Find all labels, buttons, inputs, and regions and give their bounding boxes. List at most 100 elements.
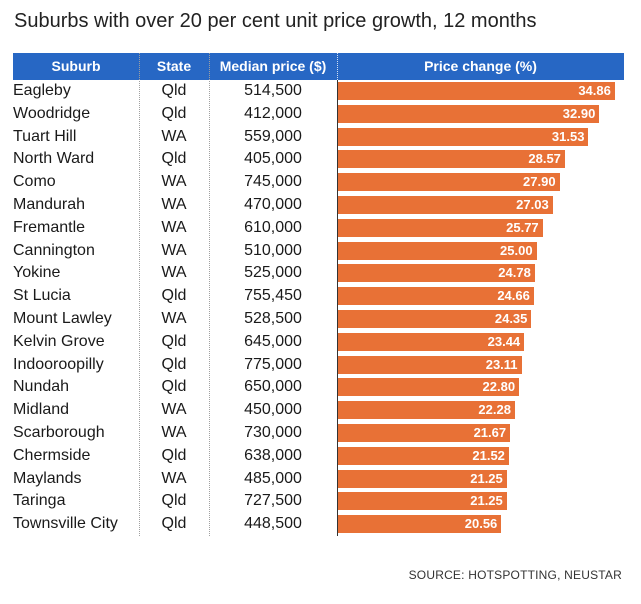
header-price-change: Price change (%) — [424, 58, 537, 74]
table-row: Mount Lawley WA 528,500 24.35 — [13, 308, 624, 331]
state-cell: Qld — [161, 82, 187, 99]
suburb-cell: Midland — [13, 401, 70, 419]
state-cell: Qld — [161, 446, 187, 464]
price-change-label: 21.25 — [470, 470, 503, 486]
table-row: St Lucia Qld 755,450 24.66 — [13, 285, 624, 308]
table-row: Nundah Qld 650,000 22.80 — [13, 376, 624, 399]
median-price-cell: 727,500 — [244, 492, 302, 510]
table-row: Midland WA 450,000 22.28 — [13, 399, 624, 422]
median-price-cell: 485,000 — [244, 469, 302, 487]
state-cell: Qld — [161, 150, 187, 168]
price-change-label: 27.03 — [516, 197, 549, 212]
median-price-cell: 510,000 — [244, 241, 302, 259]
price-change-bar — [338, 469, 507, 488]
table-row: Maylands WA 485,000 21.25 — [13, 468, 624, 491]
suburb-cell: Scarborough — [13, 424, 105, 441]
median-price-cell: 745,000 — [244, 173, 302, 191]
state-cell: WA — [161, 424, 187, 441]
column-divider-state — [209, 53, 210, 536]
price-change-bar — [338, 218, 543, 237]
median-price-cell: 559,000 — [244, 127, 302, 145]
price-change-bar — [338, 264, 535, 283]
price-change-bar — [338, 104, 600, 123]
state-cell: WA — [161, 264, 187, 282]
median-price-cell: 525,000 — [244, 264, 302, 282]
column-divider-suburb — [139, 53, 140, 536]
suburb-cell: Fremantle — [13, 218, 86, 236]
state-cell: WA — [161, 469, 187, 487]
table-row: Kelvin Grove Qld 645,000 23.44 — [13, 331, 624, 354]
table-row: Indooroopilly Qld 775,000 23.11 — [13, 354, 624, 377]
median-price-cell: 638,000 — [244, 446, 302, 464]
price-change-bar — [338, 173, 560, 192]
price-change-bar — [338, 196, 553, 214]
median-price-cell: 755,450 — [244, 287, 302, 305]
median-price-cell: 448,500 — [244, 515, 302, 533]
price-change-label: 34.86 — [578, 83, 611, 98]
price-change-bar — [338, 492, 507, 511]
table-row: North Ward Qld 405,000 28.57 — [13, 148, 624, 171]
header-suburb: Suburb — [51, 58, 101, 74]
suburb-cell: Eagleby — [13, 82, 71, 99]
price-change-label: 23.44 — [487, 333, 521, 349]
price-change-bar — [338, 515, 502, 534]
table-row: Taringa Qld 727,500 21.25 — [13, 490, 624, 513]
state-cell: Qld — [161, 378, 187, 396]
header-state: State — [156, 58, 192, 74]
table-row: Townsville City Qld 448,500 20.56 — [13, 513, 624, 536]
table-row: Chermside Qld 638,000 21.52 — [13, 445, 624, 468]
price-change-label: 24.78 — [498, 265, 531, 281]
price-change-label: 22.80 — [482, 379, 516, 395]
state-cell: WA — [161, 127, 187, 145]
suburb-cell: Como — [13, 173, 56, 191]
price-change-label: 24.66 — [497, 288, 530, 304]
price-change-label: 21.67 — [473, 425, 507, 440]
suburb-cell: Maylands — [13, 469, 82, 487]
state-cell: WA — [161, 196, 187, 213]
price-change-label: 21.52 — [472, 447, 505, 463]
price-change-bar — [338, 355, 522, 374]
chart-title: Suburbs with over 20 per cent unit price… — [14, 10, 537, 32]
state-cell: Qld — [161, 355, 187, 373]
price-change-label: 25.00 — [500, 242, 533, 258]
table-row: Yokine WA 525,000 24.78 — [13, 262, 624, 285]
suburb-cell: North Ward — [13, 150, 95, 168]
state-cell: Qld — [161, 515, 187, 533]
median-price-cell: 514,500 — [244, 82, 302, 99]
state-cell: WA — [161, 401, 187, 419]
price-change-bar — [338, 332, 525, 351]
price-change-label: 31.53 — [551, 128, 585, 144]
table-row: Tuart Hill WA 559,000 31.53 — [13, 126, 624, 149]
median-price-cell: 775,000 — [244, 355, 302, 373]
price-change-bar — [338, 378, 520, 397]
state-cell: WA — [161, 241, 187, 259]
source-note: SOURCE: HOTSPOTTING, NEUSTAR — [408, 568, 622, 582]
suburb-cell: St Lucia — [13, 287, 71, 305]
price-change-bar — [338, 310, 532, 328]
price-change-label: 23.11 — [485, 356, 518, 372]
price-change-label: 25.77 — [506, 219, 539, 235]
table-row: Woodridge Qld 412,000 32.90 — [13, 103, 624, 126]
suburb-cell: Kelvin Grove — [13, 332, 105, 350]
table-row: Cannington WA 510,000 25.00 — [13, 240, 624, 263]
state-cell: WA — [161, 310, 187, 327]
suburb-cell: Tuart Hill — [13, 127, 77, 145]
state-cell: WA — [161, 173, 187, 191]
median-price-cell: 405,000 — [244, 150, 302, 168]
table-row: Scarborough WA 730,000 21.67 — [13, 422, 624, 445]
table-row: Fremantle WA 610,000 25.77 — [13, 217, 624, 240]
suburb-cell: Townsville City — [13, 515, 118, 533]
suburb-cell: Mount Lawley — [13, 310, 112, 327]
price-change-bar — [338, 446, 509, 465]
state-cell: Qld — [161, 332, 187, 350]
median-price-cell: 450,000 — [244, 401, 302, 419]
suburb-cell: Chermside — [13, 446, 91, 464]
price-change-label: 27.90 — [523, 174, 556, 190]
header-median-price: Median price ($) — [219, 58, 327, 74]
suburb-cell: Yokine — [13, 264, 61, 282]
state-cell: WA — [161, 218, 187, 236]
suburb-cell: Mandurah — [13, 196, 86, 213]
suburb-cell: Woodridge — [13, 104, 91, 122]
median-price-cell: 528,500 — [244, 310, 302, 327]
table-row: Mandurah WA 470,000 27.03 — [13, 194, 624, 217]
